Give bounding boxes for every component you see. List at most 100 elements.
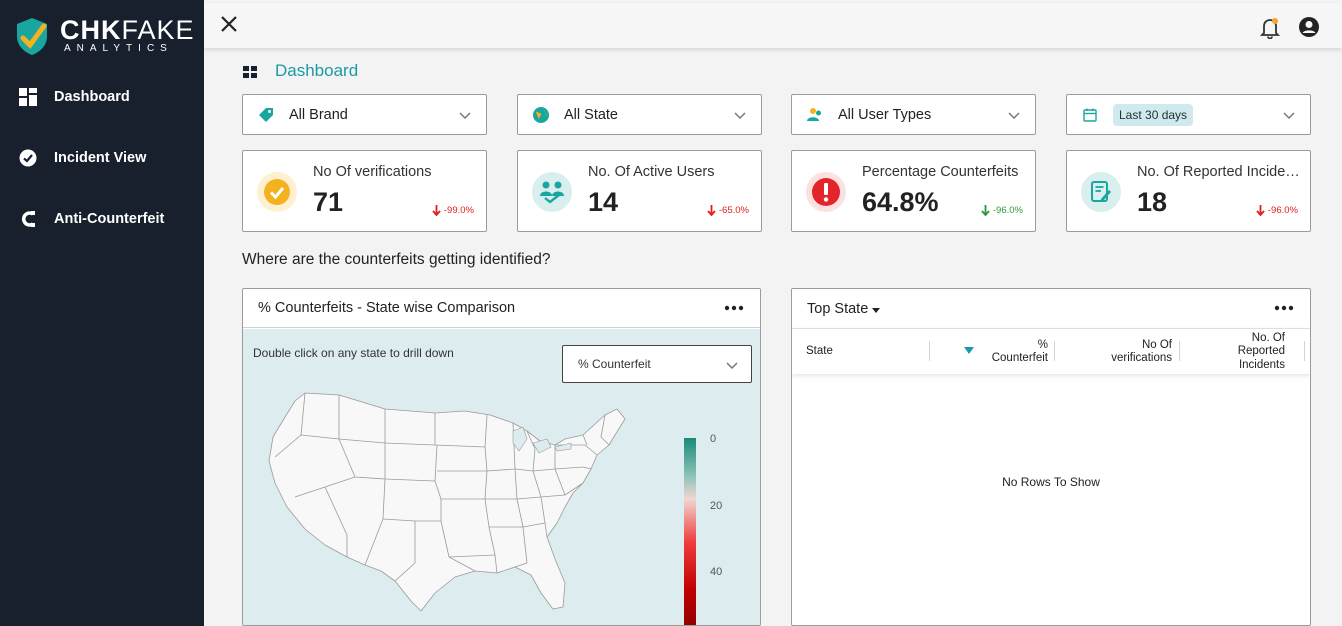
column-divider[interactable] [1304, 341, 1305, 361]
date-range-chip: Last 30 days [1113, 103, 1194, 126]
us-states-map[interactable] [265, 387, 645, 626]
close-menu-button[interactable] [218, 13, 240, 35]
sidebar-item-label: Anti-Counterfeit [54, 211, 165, 227]
column-header-incidents[interactable]: No. Of Reported Incidents [1212, 329, 1285, 375]
kpi-card-percentage-counterfeits[interactable]: Percentage Counterfeits 64.8% -96.0% [791, 150, 1036, 232]
map-area[interactable]: Double click on any state to drill down … [243, 329, 760, 626]
kpi-delta-value: -99.0% [443, 205, 474, 216]
empty-table-message: No Rows To Show [1002, 475, 1100, 489]
chevron-down-icon [726, 362, 738, 370]
map-hint: Double click on any state to drill down [253, 346, 454, 360]
sidebar-item-anti-counterfeit[interactable]: Anti-Counterfeit [0, 203, 204, 235]
arrow-down-icon [981, 205, 990, 216]
page-title[interactable]: Dashboard [275, 61, 359, 80]
check-badge-icon [264, 179, 290, 205]
column-label: No. Of Reported Incidents [1238, 332, 1285, 373]
kpi-value: 64.8% [862, 187, 939, 217]
kpi-title: No. Of Reported Incide… [1137, 164, 1300, 180]
kpi-card-verifications[interactable]: No Of verifications 71 -99.0% [242, 150, 487, 232]
user-circle-icon [1299, 17, 1319, 37]
metric-select[interactable]: % Counterfeit [562, 345, 752, 383]
more-options-icon[interactable] [1274, 301, 1294, 315]
kpi-title: No Of verifications [313, 164, 432, 180]
kpi-delta-value: -65.0% [718, 205, 749, 216]
kpi-card-reported-incidents[interactable]: No. Of Reported Incide… 18 -96.0% [1066, 150, 1311, 232]
globe-icon [532, 106, 550, 124]
calendar-icon [1081, 106, 1099, 124]
users-icon [806, 106, 824, 124]
legend-tick: 0 [710, 433, 717, 445]
logo[interactable]: CHKFAKE ANALYTICS [12, 12, 197, 56]
kpi-icon-wrap [1081, 172, 1121, 212]
report-edit-icon [1091, 181, 1111, 202]
column-divider[interactable] [1054, 341, 1055, 361]
arrow-down-icon [1256, 205, 1265, 216]
bell-icon [1259, 18, 1281, 40]
color-scale-legend [684, 438, 696, 625]
kpi-delta: -99.0% [432, 205, 474, 216]
column-header-verifications[interactable]: No Of verifications [1092, 329, 1172, 375]
kpi-card-active-users[interactable]: No. Of Active Users 14 -65.0% [517, 150, 762, 232]
arrow-down-icon [707, 205, 716, 216]
metric-select-value: % Counterfeit [578, 357, 651, 371]
legend-tick: 40 [710, 566, 723, 578]
section-heading: Where are the counterfeits getting ident… [242, 251, 551, 268]
kpi-icon-wrap [257, 172, 297, 212]
column-label-line: verifications [1111, 352, 1172, 364]
sidebar-item-label: Dashboard [54, 89, 130, 105]
sidebar-item-label: Incident View [54, 150, 147, 166]
more-options-icon[interactable] [724, 301, 744, 315]
close-icon [221, 16, 237, 32]
user-type-filter-value: All User Types [838, 106, 932, 123]
state-filter-value: All State [564, 106, 618, 123]
kpi-delta-value: -96.0% [1267, 205, 1298, 216]
check-circle-icon [18, 148, 38, 168]
dashboard-grid-icon [243, 66, 257, 78]
legend-tick: 20 [710, 500, 723, 512]
column-label-line: % [1037, 338, 1048, 351]
column-label-line: Incidents [1238, 358, 1285, 371]
brand-filter-value: All Brand [289, 106, 348, 123]
shield-logo-icon [17, 18, 47, 55]
sidebar: CHKFAKE ANALYTICS Dashboard Incident Vie… [0, 0, 204, 626]
column-label-line: No. Of [1251, 331, 1285, 344]
state-comparison-panel: % Counterfeits - State wise Comparison D… [242, 288, 761, 626]
dashboard-grid-icon [18, 87, 38, 107]
user-type-filter-select[interactable]: All User Types [791, 94, 1036, 135]
logo-text: CHKFAKE [60, 15, 195, 45]
top-state-dropdown[interactable]: Top State [807, 300, 881, 317]
chevron-down-icon [1008, 112, 1020, 120]
column-label-line: No Of [1141, 338, 1172, 351]
chevron-down-icon [459, 112, 471, 120]
breadcrumb: Dashboard [243, 61, 358, 81]
kpi-value: 71 [313, 187, 344, 217]
state-filter-select[interactable]: All State [517, 94, 762, 135]
users-handshake-icon [540, 181, 564, 204]
column-label-line: Counterfeit [991, 352, 1048, 364]
caret-down-icon [872, 307, 881, 313]
column-header-state[interactable]: State [806, 329, 833, 375]
date-range-filter-select[interactable]: Last 30 days [1066, 94, 1311, 135]
top-bar [204, 3, 1342, 48]
column-divider[interactable] [929, 341, 930, 361]
notifications-button[interactable] [1259, 17, 1281, 40]
kpi-delta-value: -96.0% [992, 205, 1023, 216]
panel-header: Top State [792, 289, 1310, 328]
column-divider[interactable] [1179, 341, 1180, 361]
kpi-value: 14 [588, 187, 619, 217]
panel-title: Top State [807, 300, 869, 317]
column-label: No Of verifications [1111, 339, 1172, 366]
table-header: State % Counterfeit No Of verifications No… [792, 328, 1310, 374]
user-account-button[interactable] [1298, 16, 1320, 38]
panel-title: % Counterfeits - State wise Comparison [258, 300, 516, 316]
kpi-title: Percentage Counterfeits [862, 164, 1019, 180]
tag-icon [257, 106, 275, 124]
column-header-counterfeit[interactable]: % Counterfeit [982, 329, 1048, 375]
sort-desc-icon[interactable] [964, 347, 974, 354]
arrow-down-icon [432, 205, 441, 216]
brand-filter-select[interactable]: All Brand [242, 94, 487, 135]
chevron-down-icon [1283, 112, 1295, 120]
sidebar-item-incident-view[interactable]: Incident View [0, 142, 204, 174]
column-label: State [806, 345, 833, 358]
sidebar-item-dashboard[interactable]: Dashboard [0, 81, 204, 113]
